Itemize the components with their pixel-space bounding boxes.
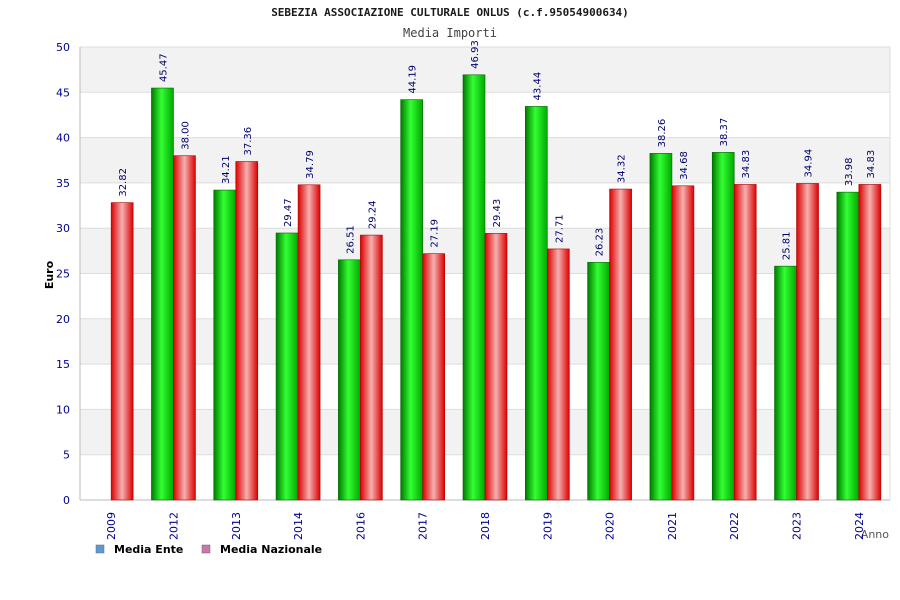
y-tick-label: 40 xyxy=(56,132,70,145)
data-label: 29.24 xyxy=(367,200,378,229)
data-label: 26.23 xyxy=(595,228,606,257)
bar xyxy=(711,152,735,501)
data-label: 29.47 xyxy=(283,198,294,227)
bar xyxy=(275,232,299,501)
data-label: 38.37 xyxy=(719,118,730,147)
bar xyxy=(858,184,882,501)
x-tick-label: 2014 xyxy=(292,512,305,540)
x-tick-label: 2017 xyxy=(417,512,430,540)
y-tick-label: 30 xyxy=(56,222,70,235)
x-tick-label: 2009 xyxy=(105,512,118,540)
data-label: 34.79 xyxy=(305,150,316,179)
legend-label: Media Nazionale xyxy=(220,543,322,556)
data-label: 45.47 xyxy=(158,53,169,82)
legend-swatch xyxy=(201,544,211,554)
chart-subtitle: Media Importi xyxy=(403,26,497,40)
data-label: 38.26 xyxy=(657,119,668,148)
data-label: 26.51 xyxy=(345,225,356,254)
y-tick-label: 25 xyxy=(56,268,70,281)
x-tick-label: 2018 xyxy=(479,512,492,540)
x-tick-label: 2021 xyxy=(666,512,679,540)
data-label: 27.71 xyxy=(554,214,565,243)
data-label: 37.36 xyxy=(243,127,254,156)
bar xyxy=(733,184,757,501)
y-tick-label: 5 xyxy=(63,449,70,462)
data-label: 29.43 xyxy=(492,199,503,228)
y-tick-label: 15 xyxy=(56,358,70,371)
bar xyxy=(151,87,174,501)
bar xyxy=(235,161,259,501)
bar xyxy=(609,188,632,501)
bar xyxy=(400,99,423,501)
data-label: 34.32 xyxy=(617,154,628,183)
bar xyxy=(671,185,695,501)
y-tick-label: 20 xyxy=(56,313,70,326)
data-label: 46.93 xyxy=(470,40,481,69)
bar xyxy=(587,262,610,501)
chart-title: SEBEZIA ASSOCIAZIONE CULTURALE ONLUS (c.… xyxy=(271,6,629,19)
legend-label: Media Ente xyxy=(114,543,183,556)
x-tick-label: 2020 xyxy=(604,512,617,540)
bar xyxy=(525,106,548,501)
data-label: 34.83 xyxy=(866,150,877,179)
x-axis-label: Anno xyxy=(861,528,889,541)
data-label: 44.19 xyxy=(408,65,419,94)
data-label: 34.21 xyxy=(221,155,232,184)
y-tick-label: 10 xyxy=(56,403,70,416)
x-tick-label: 2022 xyxy=(728,512,741,540)
x-tick-label: 2016 xyxy=(354,512,367,540)
bar xyxy=(422,253,445,501)
x-tick-label: 2023 xyxy=(791,512,804,540)
x-tick-label: 2019 xyxy=(541,512,554,540)
data-label: 34.83 xyxy=(741,150,752,179)
data-label: 32.82 xyxy=(118,168,129,197)
bar xyxy=(547,248,570,501)
bar xyxy=(484,233,508,501)
bar xyxy=(774,265,797,501)
y-tick-label: 45 xyxy=(56,86,70,99)
data-label: 34.68 xyxy=(679,151,690,180)
bar xyxy=(462,74,486,501)
y-tick-label: 50 xyxy=(56,41,70,54)
y-tick-label: 35 xyxy=(56,177,70,190)
data-label: 34.94 xyxy=(804,149,815,178)
x-tick-label: 2013 xyxy=(230,512,243,540)
bar xyxy=(360,234,383,501)
y-tick-label: 0 xyxy=(63,494,70,507)
data-label: 38.00 xyxy=(180,121,191,150)
data-label: 27.19 xyxy=(430,219,441,248)
x-tick-label: 2024 xyxy=(853,512,866,540)
bar xyxy=(213,189,237,501)
bar xyxy=(173,155,196,501)
bar xyxy=(338,259,361,501)
y-axis-label: Euro xyxy=(43,260,56,289)
bar xyxy=(649,153,673,501)
data-label: 25.81 xyxy=(782,232,793,261)
bar xyxy=(836,191,860,501)
data-label: 33.98 xyxy=(844,158,855,187)
bar xyxy=(796,183,819,501)
bar xyxy=(297,184,321,501)
data-label: 43.44 xyxy=(532,72,543,101)
bar xyxy=(110,202,134,501)
legend-swatch xyxy=(95,544,105,554)
x-tick-label: 2012 xyxy=(167,512,180,540)
